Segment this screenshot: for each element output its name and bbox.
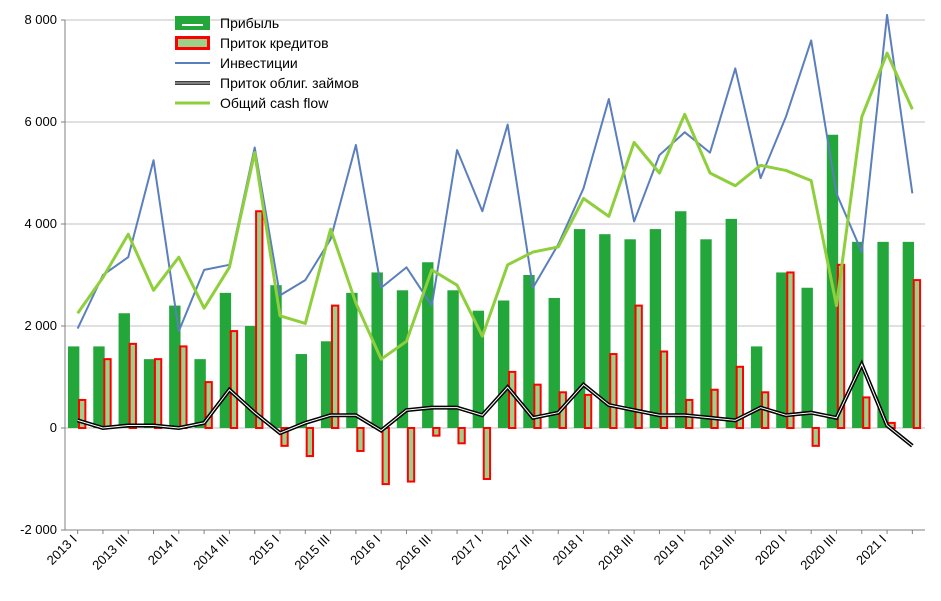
x-tick-label: 2018 III: [595, 532, 636, 573]
x-tick-label: 2014 III: [190, 532, 231, 573]
bar-profit: [700, 239, 711, 428]
legend-swatch-profit: [175, 16, 210, 30]
bar-credit: [383, 428, 389, 484]
bar-credit: [256, 211, 262, 428]
legend-swatch-bonds: [175, 76, 210, 90]
y-tick-label: 6 000: [24, 114, 57, 129]
bar-credit: [484, 428, 490, 479]
x-tick-label: 2017 III: [494, 532, 535, 573]
bar-profit: [549, 298, 560, 428]
bar-credit: [813, 428, 819, 446]
x-tick-label: 2015 III: [291, 532, 332, 573]
chart-svg: -2 00002 0004 0006 0008 0002013 I2013 II…: [10, 10, 931, 591]
x-tick-label: 2019 III: [696, 532, 737, 573]
bar-profit: [852, 242, 863, 428]
bar-credit: [863, 397, 869, 428]
x-tick-label: 2020 I: [752, 532, 788, 568]
x-tick-label: 2016 III: [393, 532, 434, 573]
x-tick-label: 2019 I: [651, 532, 687, 568]
bar-profit: [574, 229, 585, 428]
chart-container: Прибыль Приток кредитов Инвестиции Прито…: [10, 10, 931, 591]
legend-swatch-credit: [175, 36, 210, 50]
legend-item-profit: Прибыль: [175, 15, 359, 31]
x-tick-label: 2015 I: [246, 532, 282, 568]
legend-label-profit: Прибыль: [220, 15, 279, 31]
bar-credit: [787, 272, 793, 428]
bar-credit: [357, 428, 363, 451]
bar-profit: [144, 359, 155, 428]
x-tick-label: 2017 I: [448, 532, 484, 568]
bar-profit: [877, 242, 888, 428]
bar-profit: [903, 242, 914, 428]
bar-credit: [610, 354, 616, 428]
bar-credit: [585, 395, 591, 428]
bar-credit: [180, 346, 186, 428]
x-tick-label: 2021 I: [853, 532, 889, 568]
y-tick-label: 0: [50, 420, 57, 435]
legend-item-invest: Инвестиции: [175, 55, 359, 71]
y-tick-label: 2 000: [24, 318, 57, 333]
bar-profit: [498, 301, 509, 429]
legend-swatch-invest: [175, 56, 210, 70]
y-tick-label: 8 000: [24, 12, 57, 27]
x-tick-label: 2018 I: [549, 532, 585, 568]
y-tick-label: 4 000: [24, 216, 57, 231]
bar-credit: [307, 428, 313, 456]
bar-profit: [751, 346, 762, 428]
bar-profit: [119, 313, 130, 428]
bar-credit: [509, 372, 515, 428]
bar-credit: [231, 331, 237, 428]
legend-item-bonds: Приток облиг. займов: [175, 75, 359, 91]
bar-credit: [130, 344, 136, 428]
bar-profit: [624, 239, 635, 428]
bar-profit: [650, 229, 661, 428]
legend: Прибыль Приток кредитов Инвестиции Прито…: [175, 15, 359, 115]
legend-swatch-cash: [175, 96, 210, 110]
x-tick-label: 2014 I: [145, 532, 181, 568]
legend-label-invest: Инвестиции: [220, 55, 298, 71]
x-tick-label: 2013 III: [89, 532, 130, 573]
bar-profit: [296, 354, 307, 428]
bar-credit: [914, 280, 920, 428]
bar-credit: [433, 428, 439, 436]
bar-profit: [68, 346, 79, 428]
legend-item-credit: Приток кредитов: [175, 35, 359, 51]
bar-profit: [93, 346, 104, 428]
bar-credit: [104, 359, 110, 428]
bar-profit: [220, 293, 231, 428]
bar-profit: [346, 293, 357, 428]
bar-profit: [726, 219, 737, 428]
legend-label-bonds: Приток облиг. займов: [220, 75, 359, 91]
bar-profit: [194, 359, 205, 428]
bar-profit: [802, 288, 813, 428]
bar-profit: [675, 211, 686, 428]
bar-profit: [397, 290, 408, 428]
bar-credit: [332, 306, 338, 428]
bar-credit: [534, 385, 540, 428]
x-tick-label: 2016 I: [347, 532, 383, 568]
bar-credit: [711, 390, 717, 428]
bar-credit: [408, 428, 414, 482]
legend-item-cash: Общий cash flow: [175, 95, 359, 111]
bar-credit: [155, 359, 161, 428]
bar-profit: [776, 272, 787, 428]
bar-profit: [422, 262, 433, 428]
legend-label-cash: Общий cash flow: [220, 95, 328, 111]
bar-profit: [169, 306, 180, 428]
legend-label-credit: Приток кредитов: [220, 35, 329, 51]
bar-credit: [458, 428, 464, 443]
x-tick-label: 2020 III: [797, 532, 838, 573]
y-tick-label: -2 000: [20, 522, 57, 537]
